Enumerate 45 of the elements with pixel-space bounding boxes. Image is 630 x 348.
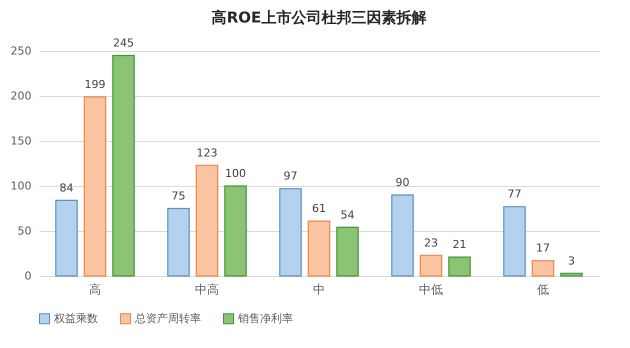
data-label: 97	[283, 170, 298, 183]
data-label: 21	[452, 238, 467, 252]
legend-label: 销售净利率	[237, 312, 293, 325]
data-label: 77	[507, 188, 522, 201]
bar	[391, 194, 414, 277]
x-tick-label: 中低	[419, 282, 443, 296]
y-tick-label: 150	[10, 134, 32, 148]
bar	[560, 272, 583, 277]
data-label: 84	[59, 181, 74, 194]
bar	[532, 260, 554, 277]
data-label: 100	[225, 167, 246, 180]
legend-label: 总资产周转率	[134, 312, 201, 325]
bar	[112, 54, 135, 277]
data-label: 123	[196, 146, 218, 160]
x-tick-label: 中高	[195, 282, 219, 296]
bar	[55, 200, 78, 277]
data-label: 245	[113, 36, 134, 50]
bar	[279, 188, 302, 277]
bar	[503, 206, 526, 277]
y-tick-label: 250	[10, 44, 32, 58]
data-label: 75	[171, 190, 186, 202]
data-label: 199	[84, 78, 106, 91]
bar	[336, 226, 359, 277]
x-tick-label: 低	[537, 282, 549, 296]
x-tick-label: 高	[89, 282, 101, 296]
y-tick-label: 50	[18, 224, 32, 238]
chart-title: 高ROE上市公司杜邦三因素拆解	[212, 8, 426, 26]
y-tick-label: 100	[10, 180, 32, 192]
bar	[448, 256, 471, 277]
y-tick-label: 0	[24, 270, 32, 282]
data-label: 3	[568, 254, 576, 268]
data-label: 17	[536, 242, 550, 255]
data-label: 54	[340, 208, 355, 222]
y-tick-label: 200	[10, 90, 32, 102]
data-label: 90	[395, 176, 410, 189]
bar	[308, 220, 330, 277]
data-label: 23	[424, 236, 438, 250]
bar	[84, 96, 106, 277]
bar	[420, 254, 442, 277]
legend-label: 权益乘数	[53, 312, 98, 325]
x-tick-label: 中	[313, 282, 325, 296]
bar	[196, 164, 218, 277]
bar	[224, 185, 247, 277]
data-label: 61	[312, 202, 326, 216]
bar	[167, 208, 190, 277]
